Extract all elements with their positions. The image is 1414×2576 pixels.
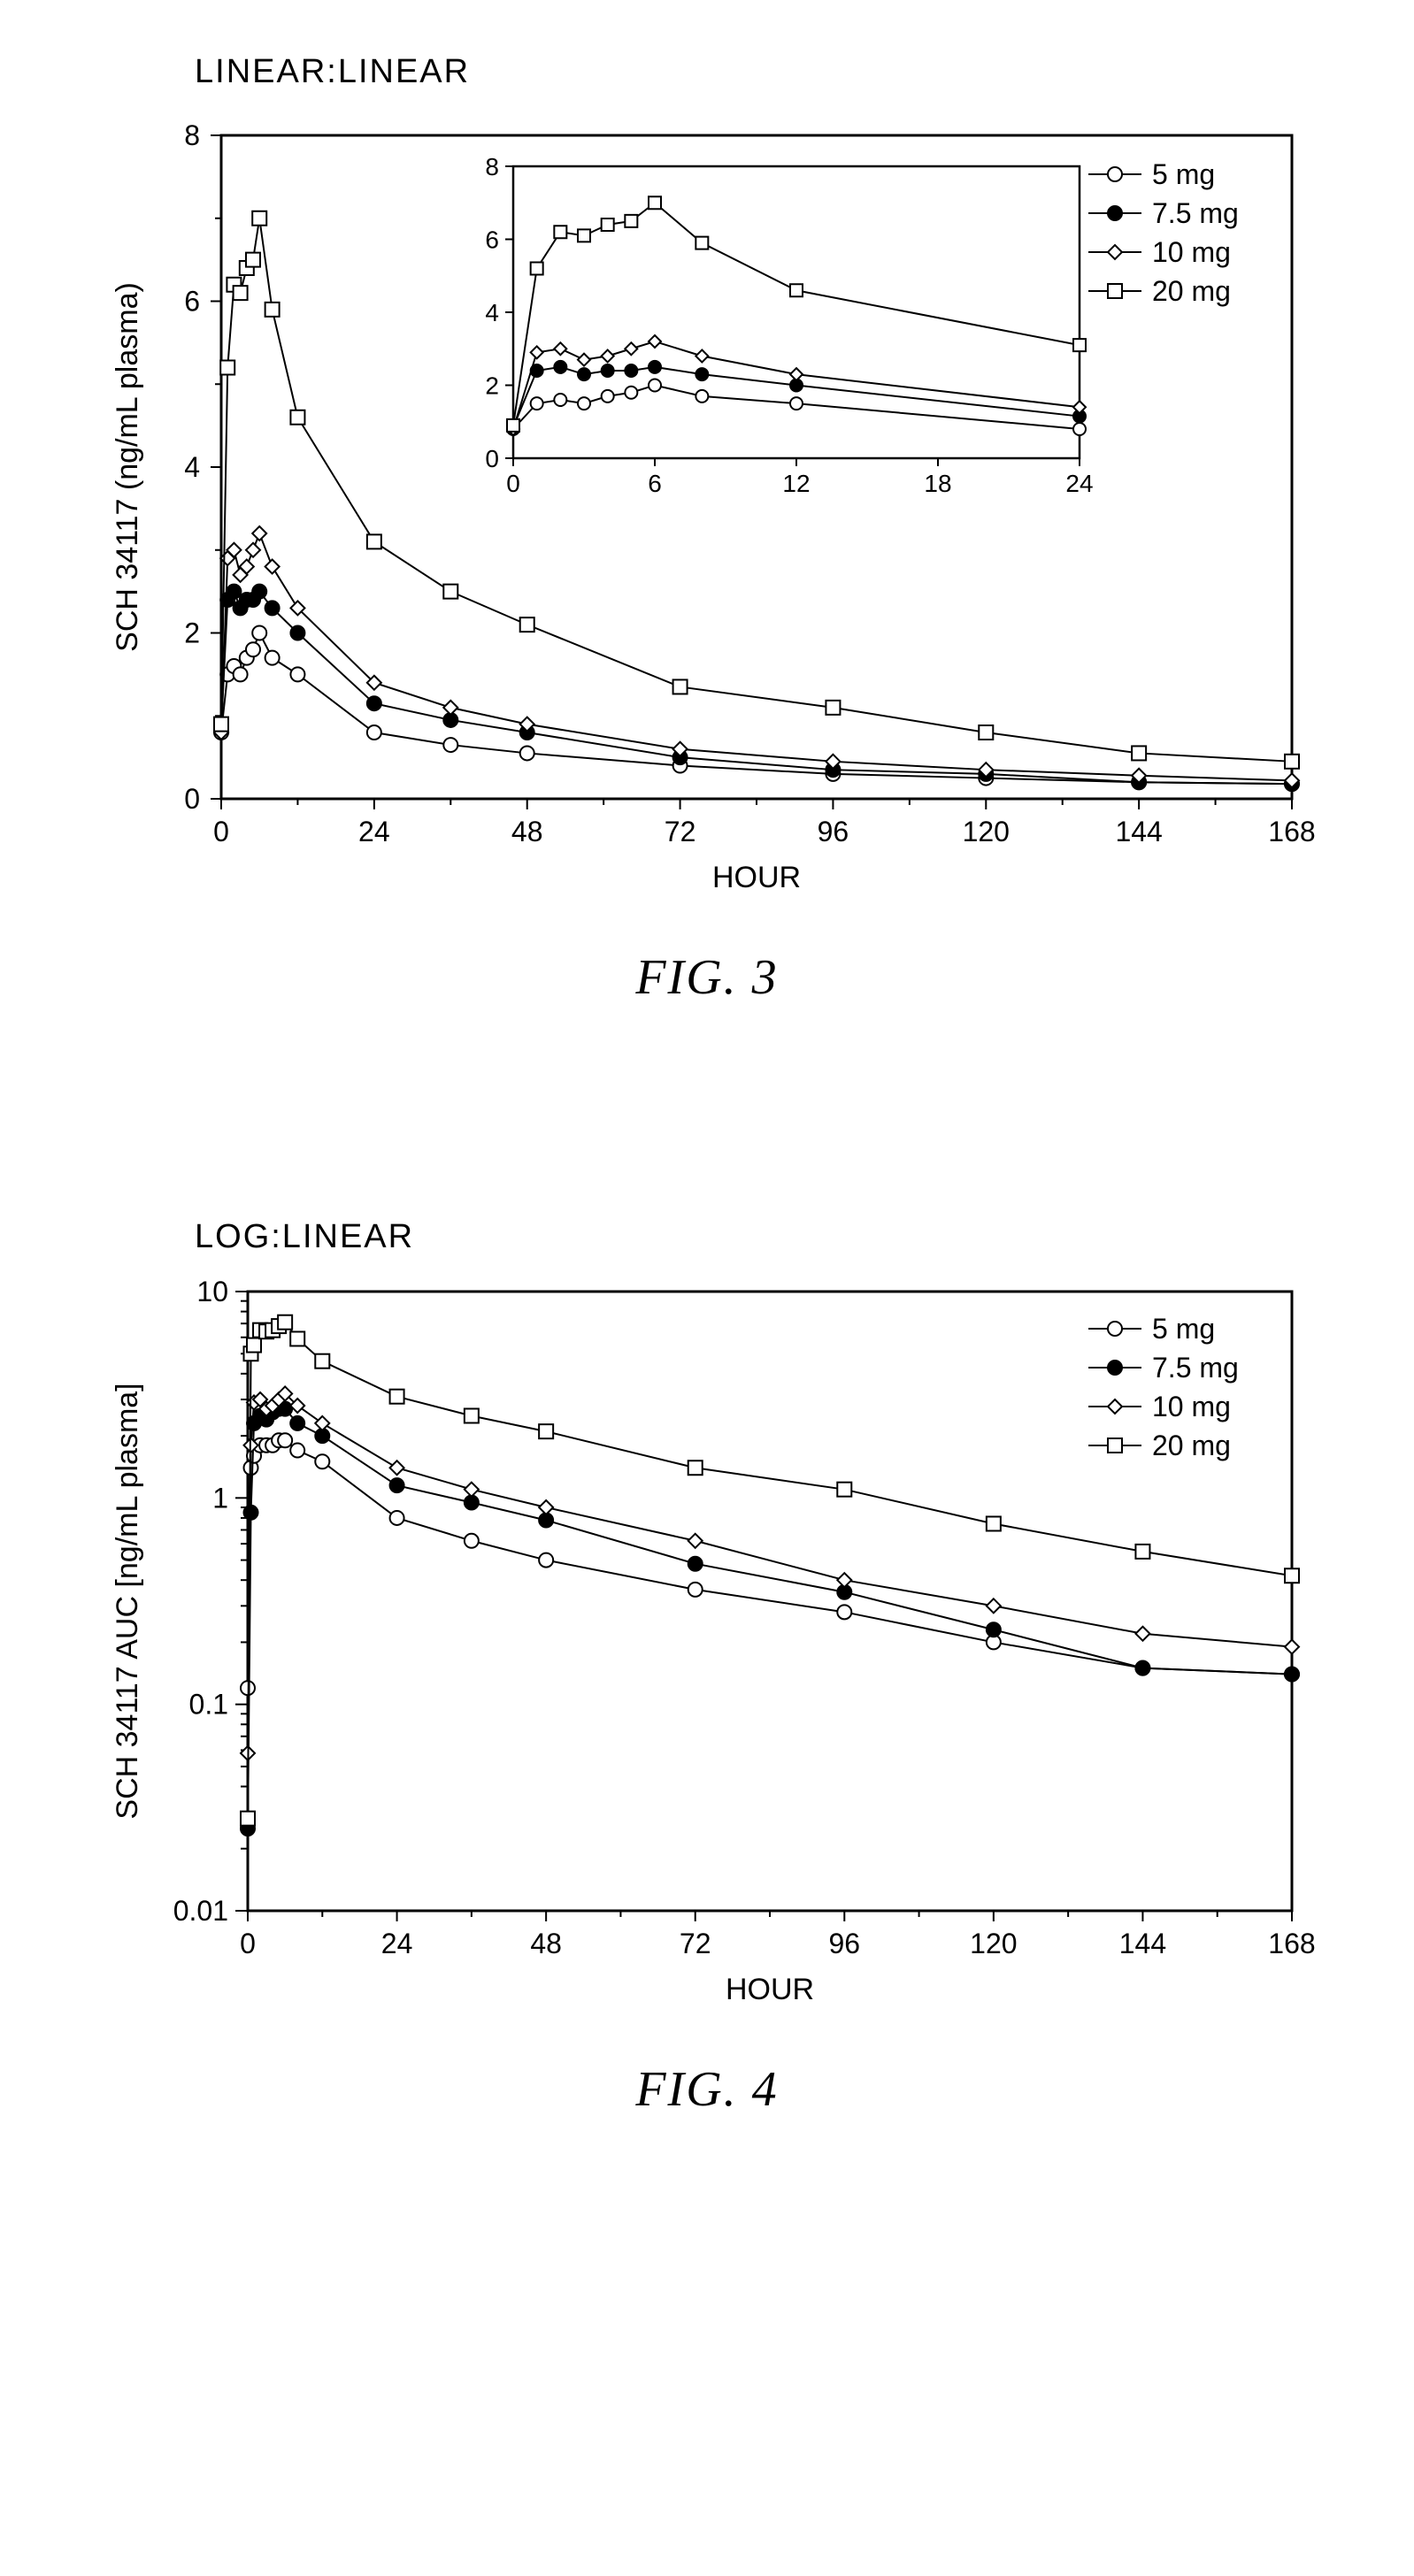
svg-text:HOUR: HOUR xyxy=(726,1973,814,2006)
svg-text:0: 0 xyxy=(184,783,200,815)
svg-text:0.01: 0.01 xyxy=(173,1895,228,1927)
svg-text:6: 6 xyxy=(184,286,200,318)
svg-text:4: 4 xyxy=(184,451,200,483)
fig3-top-label: LINEAR:LINEAR xyxy=(195,53,1326,91)
svg-text:2: 2 xyxy=(184,617,200,649)
svg-text:0.1: 0.1 xyxy=(189,1689,228,1721)
fig4-svg: 0 24 48 72 96 120 144 168 0.01 0.1 1 10 HOUR SCH 3411… xyxy=(88,1265,1327,2026)
svg-text:18: 18 xyxy=(924,470,951,497)
svg-text:HOUR: HOUR xyxy=(712,861,801,894)
fig3-caption: FIG. 3 xyxy=(88,949,1326,1006)
svg-text:0: 0 xyxy=(213,816,229,847)
fig4-chart: 0 24 48 72 96 120 144 168 0.01 0.1 1 10 HOUR SCH 3411… xyxy=(88,1265,1327,2026)
svg-text:48: 48 xyxy=(511,816,543,847)
fig3-svg: 02448729612014416802468HOURSCH 34117 (ng… xyxy=(88,100,1327,914)
svg-text:0: 0 xyxy=(506,470,520,497)
svg-text:5 mg: 5 mg xyxy=(1152,158,1215,190)
figure-4: LOG:LINEAR 0 24 48 72 96 120 144 168 0.01 0.1 1 10 H… xyxy=(88,1218,1326,2118)
svg-text:4: 4 xyxy=(485,299,499,326)
fig4-top-label: LOG:LINEAR xyxy=(195,1218,1326,1256)
svg-text:10 mg: 10 mg xyxy=(1152,1391,1231,1422)
fig4-caption: FIG. 4 xyxy=(88,2061,1326,2118)
svg-text:120: 120 xyxy=(963,816,1010,847)
svg-text:10: 10 xyxy=(196,1276,228,1307)
svg-text:0: 0 xyxy=(240,1928,256,1959)
svg-text:1: 1 xyxy=(212,1482,228,1514)
svg-text:6: 6 xyxy=(648,470,662,497)
svg-text:2: 2 xyxy=(485,372,499,400)
svg-text:96: 96 xyxy=(818,816,849,847)
svg-text:24: 24 xyxy=(381,1928,413,1959)
svg-text:72: 72 xyxy=(665,816,696,847)
svg-text:168: 168 xyxy=(1268,816,1315,847)
svg-text:144: 144 xyxy=(1119,1928,1166,1959)
fig3-chart: 02448729612014416802468HOURSCH 34117 (ng… xyxy=(88,100,1327,914)
svg-text:6: 6 xyxy=(485,226,499,254)
svg-text:48: 48 xyxy=(530,1928,562,1959)
svg-text:20 mg: 20 mg xyxy=(1152,275,1231,307)
svg-text:SCH 34117 AUC [ng/mL plasma]: SCH 34117 AUC [ng/mL plasma] xyxy=(111,1383,144,1819)
svg-text:12: 12 xyxy=(782,470,810,497)
svg-text:20 mg: 20 mg xyxy=(1152,1430,1231,1461)
svg-text:72: 72 xyxy=(680,1928,711,1959)
svg-text:144: 144 xyxy=(1115,816,1162,847)
svg-text:8: 8 xyxy=(184,119,200,151)
svg-text:168: 168 xyxy=(1268,1928,1315,1959)
svg-text:7.5 mg: 7.5 mg xyxy=(1152,1352,1239,1384)
svg-text:24: 24 xyxy=(1065,470,1093,497)
svg-text:8: 8 xyxy=(485,153,499,180)
svg-text:7.5 mg: 7.5 mg xyxy=(1152,197,1239,229)
svg-text:24: 24 xyxy=(358,816,390,847)
svg-text:SCH 34117 (ng/mL plasma): SCH 34117 (ng/mL plasma) xyxy=(111,282,144,652)
svg-text:10 mg: 10 mg xyxy=(1152,236,1231,268)
svg-text:120: 120 xyxy=(970,1928,1017,1959)
figure-3: LINEAR:LINEAR 02448729612014416802468HOU… xyxy=(88,53,1326,1006)
svg-text:96: 96 xyxy=(828,1928,860,1959)
svg-text:5 mg: 5 mg xyxy=(1152,1313,1215,1345)
svg-text:0: 0 xyxy=(485,445,499,472)
